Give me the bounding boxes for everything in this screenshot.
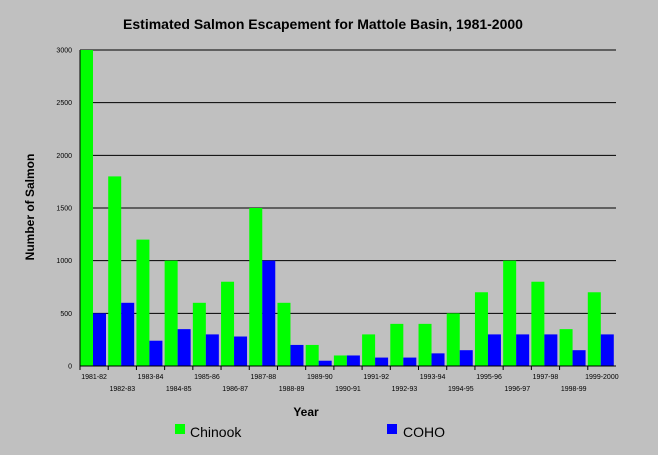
coho-bar bbox=[403, 358, 416, 366]
coho-bar bbox=[573, 350, 586, 366]
x-tick-label: 1996-97 bbox=[504, 386, 530, 393]
chinook-bar bbox=[390, 324, 403, 366]
x-tick-label: 1987-88 bbox=[251, 374, 277, 381]
coho-bar bbox=[206, 334, 219, 366]
chinook-bar bbox=[475, 292, 488, 366]
x-tick-label: 1993-94 bbox=[420, 374, 446, 381]
x-tick-label: 1999-2000 bbox=[585, 374, 619, 381]
coho-bar bbox=[375, 358, 388, 366]
chinook-bar bbox=[419, 324, 432, 366]
chart: Estimated Salmon Escapement for Mattole … bbox=[0, 0, 658, 455]
y-tick-label: 0 bbox=[68, 364, 72, 371]
coho-bar bbox=[290, 345, 303, 366]
chinook-bar bbox=[165, 261, 178, 366]
coho-bar bbox=[488, 334, 501, 366]
chinook-bar bbox=[531, 282, 544, 366]
x-tick-label: 1984-85 bbox=[166, 386, 192, 393]
coho-bar bbox=[347, 355, 360, 366]
gridlines bbox=[80, 50, 616, 313]
x-tick-label: 1991-92 bbox=[363, 374, 389, 381]
coho-bar bbox=[432, 353, 445, 366]
x-tick-label: 1989-90 bbox=[307, 374, 333, 381]
x-tick-label: 1992-93 bbox=[392, 386, 418, 393]
x-axis-title: Year bbox=[293, 405, 319, 419]
x-tick-label: 1981-82 bbox=[81, 374, 107, 381]
y-tick-label: 3000 bbox=[56, 48, 72, 55]
chinook-bar bbox=[277, 303, 290, 366]
chinook-bar bbox=[306, 345, 319, 366]
x-tick-label: 1986-87 bbox=[222, 386, 248, 393]
chinook-bar bbox=[334, 355, 347, 366]
coho-bar bbox=[93, 313, 106, 366]
chinook-bar bbox=[221, 282, 234, 366]
coho-bar bbox=[234, 337, 247, 366]
chart-title: Estimated Salmon Escapement for Mattole … bbox=[123, 16, 523, 32]
chinook-bar bbox=[249, 208, 262, 366]
chinook-bar bbox=[560, 329, 573, 366]
coho-bar bbox=[601, 334, 614, 366]
x-tick-label: 1998-99 bbox=[561, 386, 587, 393]
legend-label-chinook: Chinook bbox=[190, 424, 242, 440]
x-tick-label: 1983-84 bbox=[138, 374, 164, 381]
chart-svg: Estimated Salmon Escapement for Mattole … bbox=[0, 0, 658, 455]
coho-bar bbox=[262, 261, 275, 366]
coho-bar bbox=[178, 329, 191, 366]
chinook-bar bbox=[108, 176, 121, 366]
y-tick-label: 2000 bbox=[56, 153, 72, 160]
x-tick-label: 1995-96 bbox=[476, 374, 502, 381]
chinook-bar bbox=[80, 50, 93, 366]
coho-bar bbox=[460, 350, 473, 366]
coho-bar bbox=[544, 334, 557, 366]
chinook-bar bbox=[503, 261, 516, 366]
legend-swatch-coho bbox=[387, 424, 397, 434]
x-tick-label: 1997-98 bbox=[533, 374, 559, 381]
coho-bar bbox=[319, 361, 332, 366]
y-tick-label: 1500 bbox=[56, 206, 72, 213]
coho-bar bbox=[121, 303, 134, 366]
chinook-bar bbox=[136, 240, 149, 366]
y-tick-label: 500 bbox=[60, 311, 72, 318]
coho-bar bbox=[149, 341, 162, 366]
y-tick-label: 1000 bbox=[56, 258, 72, 265]
chinook-bar bbox=[447, 313, 460, 366]
chinook-bar bbox=[193, 303, 206, 366]
y-axis-title: Number of Salmon bbox=[23, 154, 37, 261]
x-tick-label: 1988-89 bbox=[279, 386, 305, 393]
chinook-bar bbox=[362, 334, 375, 366]
x-tick-label: 1990-91 bbox=[335, 386, 361, 393]
chinook-bar bbox=[588, 292, 601, 366]
x-tick-label: 1982-83 bbox=[109, 386, 135, 393]
coho-bar bbox=[516, 334, 529, 366]
y-tick-label: 2500 bbox=[56, 100, 72, 107]
x-tick-label: 1994-95 bbox=[448, 386, 474, 393]
x-tick-label: 1985-86 bbox=[194, 374, 220, 381]
legend: Chinook COHO bbox=[175, 424, 445, 440]
legend-swatch-chinook bbox=[175, 424, 185, 434]
legend-label-coho: COHO bbox=[403, 424, 445, 440]
